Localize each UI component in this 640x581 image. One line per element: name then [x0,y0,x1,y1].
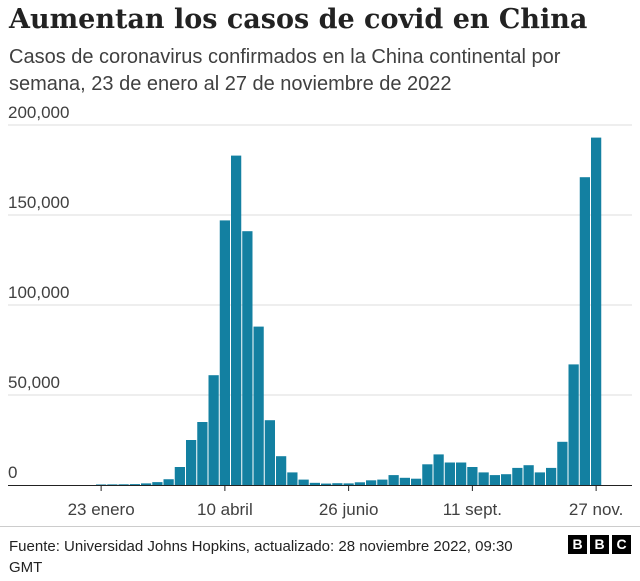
bbc-logo-letter: B [590,535,609,554]
bar [422,464,433,485]
bar [489,475,500,485]
bar [264,420,275,485]
source-note: Fuente: Universidad Johns Hopkins, actua… [9,538,513,576]
bbc-logo-letter: C [612,535,631,554]
bar [253,326,264,485]
chart-title: Aumentan los casos de covid en China [9,4,588,35]
x-axis-labels: 23 enero 10 abril 26 junio 11 sept. 27 nov. [68,500,624,519]
bar [118,484,129,485]
bar [276,456,287,485]
bar [309,482,320,485]
bar [141,483,152,485]
bar [377,479,388,485]
bar [219,220,230,485]
footer-divider [0,526,640,527]
bar [287,472,298,485]
bar [231,155,242,485]
bar [343,483,354,485]
bar [478,472,489,485]
bar [96,484,107,485]
y-axis-labels: 0 50,000 100,000 150,000 200,000 [8,103,69,482]
x-tick-label: 27 nov. [569,500,624,519]
bar [444,462,455,485]
chart-subtitle: Casos de coronavirus confirmados en la C… [9,46,561,95]
bar [298,479,309,485]
bar [332,483,343,485]
bar [546,467,557,485]
bar [557,441,568,485]
y-tick-label: 100,000 [8,283,69,302]
y-tick-label: 200,000 [8,103,69,122]
bar [411,478,422,485]
y-tick-label: 0 [8,463,17,482]
bar [591,137,602,485]
bar [579,177,590,485]
bar [186,440,197,485]
x-tick-label: 23 enero [68,500,135,519]
bbc-logo: B B C [568,535,631,554]
y-tick-label: 150,000 [8,193,69,212]
bar [242,231,253,485]
bar [433,454,444,485]
bar [523,465,534,485]
bar [534,472,545,485]
x-axis [8,485,632,491]
bar [366,480,377,485]
bar [467,467,478,485]
bbc-logo-letter: B [568,535,587,554]
bar [456,462,467,485]
x-tick-label: 26 junio [319,500,379,519]
x-tick-label: 11 sept. [443,500,502,519]
x-tick-label: 10 abril [197,500,253,519]
bars [96,137,602,485]
bar [163,479,174,485]
bar [107,484,118,485]
bar [399,477,410,485]
bar [152,482,163,485]
bar [321,483,332,485]
grid-lines [8,124,632,396]
bar [354,482,365,485]
bar [568,364,579,485]
bar [512,467,523,485]
bar [388,475,399,485]
y-tick-label: 50,000 [8,373,60,392]
bar [501,474,512,485]
bar [197,422,208,485]
bar [129,484,140,485]
bar [174,467,185,485]
bar [208,375,219,485]
